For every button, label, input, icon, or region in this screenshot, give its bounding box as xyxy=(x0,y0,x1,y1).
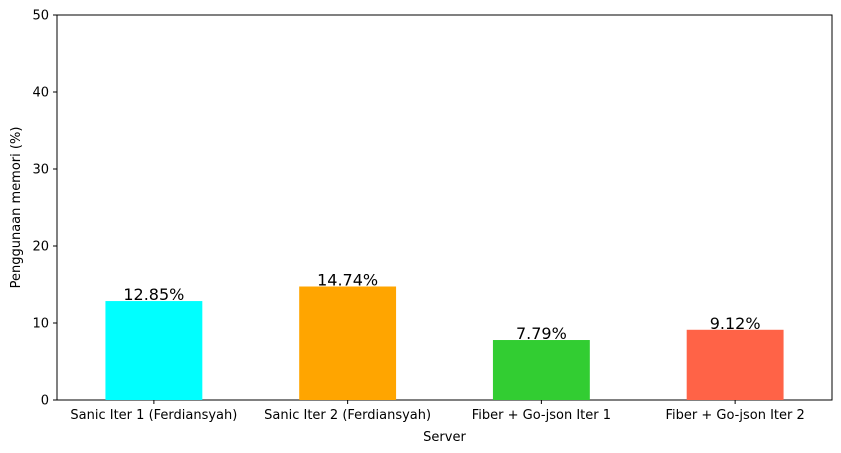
bar-value-label: 12.85% xyxy=(123,285,184,304)
x-tick-label: Sanic Iter 1 (Ferdiansyah) xyxy=(70,408,237,423)
x-axis-label: Server xyxy=(423,430,466,445)
y-axis: 0 10 20 30 40 50 xyxy=(32,9,57,409)
bar xyxy=(105,301,203,400)
y-tick-label: 50 xyxy=(32,9,49,24)
bar xyxy=(686,329,784,400)
y-tick-label: 40 xyxy=(32,86,49,101)
bars xyxy=(105,286,784,400)
bar-value-label: 14.74% xyxy=(317,271,378,290)
bar xyxy=(492,340,590,400)
y-tick-label: 10 xyxy=(32,317,49,332)
x-axis: Sanic Iter 1 (Ferdiansyah) Sanic Iter 2 (… xyxy=(70,400,805,423)
y-tick-label: 30 xyxy=(32,163,49,178)
bar xyxy=(299,286,397,400)
plot-frame xyxy=(56,14,833,401)
bar-value-label: 9.12% xyxy=(710,314,761,333)
y-tick-label: 0 xyxy=(41,394,49,409)
value-labels: 12.85% 14.74% 7.79% 9.12% xyxy=(123,271,760,344)
x-tick-label: Sanic Iter 2 (Ferdiansyah) xyxy=(264,408,431,423)
bar-value-label: 7.79% xyxy=(516,324,567,343)
x-tick-label: Fiber + Go-json Iter 2 xyxy=(666,408,805,423)
y-axis-label: Penggunaan memori (%) xyxy=(9,127,24,289)
y-tick-label: 20 xyxy=(32,240,49,255)
x-tick-label: Fiber + Go-json Iter 1 xyxy=(472,408,611,423)
plot-area: 12.85% 14.74% 7.79% 9.12% xyxy=(56,14,833,401)
